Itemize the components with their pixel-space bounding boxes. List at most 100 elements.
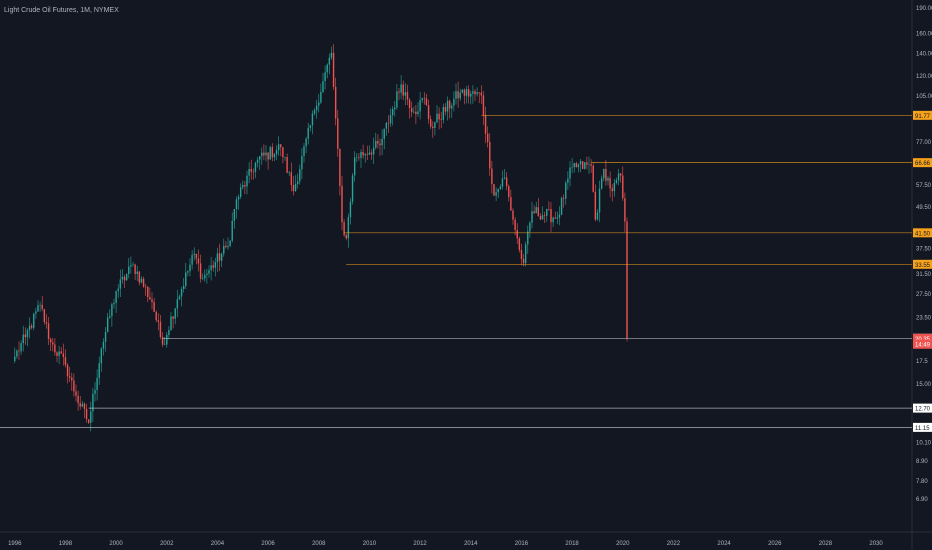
last-price-label-bg [913, 339, 932, 349]
candle-body [461, 89, 464, 93]
candle-body [444, 106, 447, 112]
candle-body [43, 309, 46, 323]
candle-body [305, 138, 307, 147]
candle-body [98, 363, 100, 378]
candle-body [121, 276, 124, 280]
candle-body [14, 356, 16, 361]
candle-body [258, 156, 261, 160]
candle-body [242, 185, 244, 188]
candle-body [113, 302, 115, 305]
candle-body [166, 334, 168, 345]
candle-body [541, 215, 544, 220]
candle-body [147, 286, 149, 297]
candle-body [223, 245, 225, 254]
candle-body [288, 172, 290, 174]
candle-body [54, 344, 56, 353]
candle-body [47, 323, 50, 339]
time-tick-label: 2022 [667, 541, 681, 547]
candle-body [539, 215, 542, 220]
candle-body [254, 162, 257, 172]
price-tick-label: 160.00 [916, 32, 932, 38]
candle-body [92, 393, 94, 412]
candle-body [575, 163, 578, 168]
candle-body [318, 102, 320, 106]
candle-body [273, 154, 276, 158]
candle-body [463, 89, 466, 96]
candle-body [398, 91, 400, 93]
candle-body [220, 253, 223, 261]
candle-body [286, 157, 288, 173]
candle-body [581, 161, 584, 169]
candle-body [577, 164, 580, 168]
candle-body [560, 197, 563, 215]
candle-body [159, 321, 162, 338]
candle-body [474, 91, 476, 95]
candle-body [75, 391, 77, 396]
candle-body [235, 199, 238, 210]
time-tick-label: 2002 [160, 541, 174, 547]
candle-body [408, 99, 411, 109]
candle-body [296, 181, 299, 184]
candle-body [218, 253, 221, 261]
time-tick-label: 2006 [261, 541, 275, 547]
candle-body [590, 164, 592, 166]
candle-body [624, 198, 626, 222]
candle-body [261, 152, 263, 157]
candle-body [434, 122, 436, 128]
candle-body [214, 262, 217, 268]
candle-body [284, 157, 286, 158]
candle-body [71, 377, 73, 381]
candle-body [201, 278, 204, 280]
candle-body [364, 154, 366, 156]
candle-body [489, 141, 491, 169]
price-tick-label: 27.50 [916, 292, 932, 298]
candle-body [66, 364, 69, 377]
candle-body [360, 151, 362, 158]
level-label: 12.70 [915, 407, 931, 413]
candle-body [144, 286, 147, 288]
candle-body [326, 64, 328, 73]
candle-body [111, 304, 113, 317]
candle-body [567, 178, 569, 183]
candle-body [375, 141, 377, 148]
level-label-bg [913, 110, 932, 120]
candle-body [387, 123, 390, 124]
candle-body [246, 175, 248, 187]
candle-body [275, 150, 278, 155]
time-tick-label: 2008 [312, 541, 326, 547]
candle-body [394, 107, 396, 110]
candle-body [87, 419, 90, 423]
candle-body [383, 128, 385, 139]
time-tick-label: 1996 [8, 541, 22, 547]
candle-body [554, 217, 556, 219]
candle-body [417, 111, 419, 115]
candle-body [263, 152, 265, 156]
candle-body [520, 249, 523, 259]
candle-body [81, 403, 84, 407]
candle-body [347, 217, 350, 239]
candle-body [586, 162, 588, 165]
time-tick-label: 2020 [616, 541, 630, 547]
candle-body [522, 258, 525, 264]
candle-body [280, 144, 282, 148]
candle-body [199, 263, 202, 279]
candle-body [39, 304, 41, 306]
time-tick-label: 2014 [464, 541, 478, 547]
candle-body [457, 91, 459, 99]
candle-body [351, 175, 354, 202]
candle-body [45, 322, 48, 324]
candle-body [212, 265, 214, 268]
price-tick-label: 57.50 [916, 183, 932, 189]
price-tick-label: 49.50 [916, 205, 932, 211]
candle-body [28, 325, 31, 331]
candle-body [277, 144, 280, 151]
candle-body [379, 143, 381, 146]
candle-body [501, 178, 504, 187]
price-tick-label: 77.00 [916, 140, 932, 146]
candle-body [90, 411, 92, 423]
candle-body [182, 285, 185, 289]
candle-body [33, 313, 35, 328]
candle-body [510, 197, 512, 211]
candle-body [535, 207, 537, 214]
